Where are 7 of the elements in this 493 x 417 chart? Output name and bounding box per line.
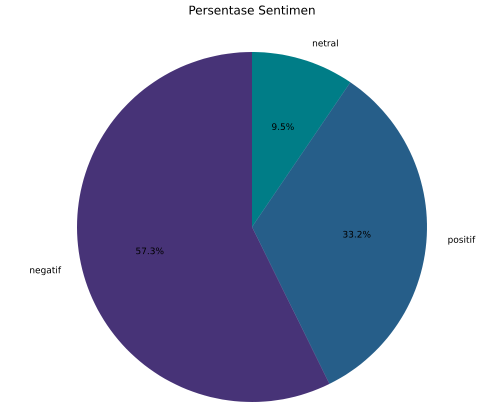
slice-label: positif	[448, 236, 476, 245]
slice-label: negatif	[30, 266, 62, 276]
data-label: 9.5%	[272, 123, 294, 130]
data-label: 57.3%	[136, 247, 164, 254]
data-label: 33.2%	[343, 230, 371, 238]
slice-label: netral	[312, 40, 338, 46]
chart-title: Persentase Sentimen	[190, 5, 315, 15]
